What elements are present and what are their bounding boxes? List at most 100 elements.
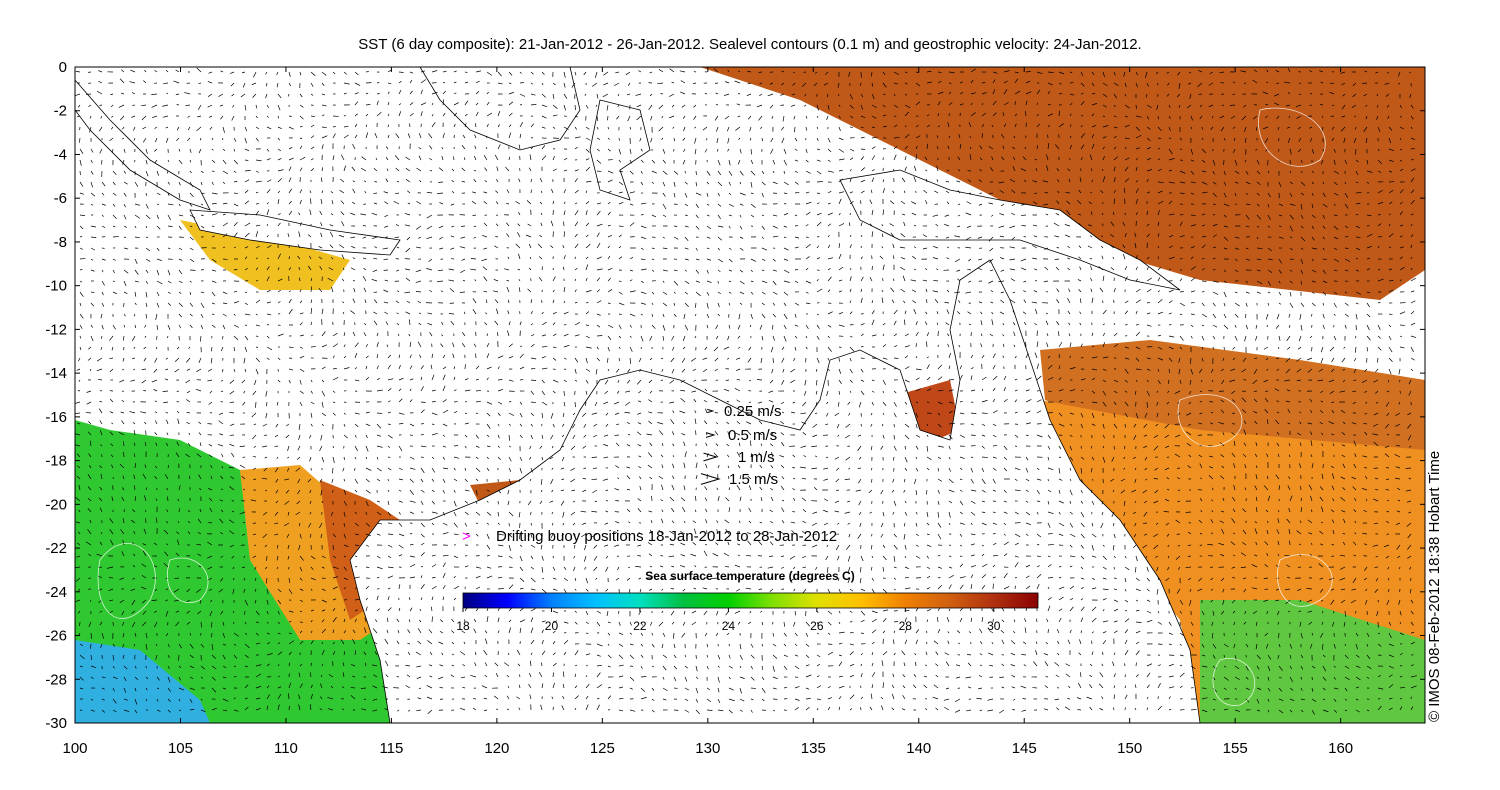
velocity-arrow xyxy=(981,354,985,359)
velocity-arrow xyxy=(662,324,666,331)
velocity-arrow xyxy=(530,82,533,85)
velocity-arrow xyxy=(464,401,468,403)
velocity-arrow xyxy=(662,170,668,175)
velocity-arrow xyxy=(145,148,148,154)
velocity-arrow xyxy=(239,445,246,448)
velocity-arrow xyxy=(1285,400,1291,403)
velocity-arrow xyxy=(1067,297,1071,304)
velocity-arrow xyxy=(364,191,367,194)
velocity-arrow xyxy=(1089,154,1093,161)
velocity-arrow xyxy=(1242,453,1247,458)
velocity-arrow xyxy=(880,445,884,450)
velocity-arrow xyxy=(904,500,907,504)
velocity-arrow xyxy=(661,484,664,491)
velocity-arrow xyxy=(222,137,224,141)
velocity-arrow xyxy=(222,291,228,295)
velocity-arrow xyxy=(99,429,103,436)
velocity-arrow xyxy=(475,80,480,84)
velocity-arrow xyxy=(222,313,227,317)
velocity-arrow xyxy=(1036,341,1039,348)
velocity-arrow xyxy=(734,80,741,84)
velocity-arrow xyxy=(90,192,96,197)
velocity-arrow xyxy=(968,323,972,326)
velocity-arrow xyxy=(173,80,180,84)
velocity-arrow xyxy=(222,159,227,165)
velocity-arrow xyxy=(329,231,334,238)
velocity-arrow xyxy=(979,157,983,161)
velocity-arrow xyxy=(473,225,477,228)
velocity-arrow xyxy=(211,213,218,216)
velocity-arrow xyxy=(1179,258,1183,260)
velocity-arrow xyxy=(1388,126,1393,131)
velocity-arrow xyxy=(541,321,547,326)
velocity-arrow xyxy=(1233,137,1236,141)
velocity-arrow xyxy=(618,234,622,238)
velocity-arrow xyxy=(881,289,884,293)
velocity-arrow xyxy=(618,170,624,173)
velocity-arrow xyxy=(266,115,269,118)
velocity-arrow xyxy=(1110,234,1115,238)
velocity-arrow xyxy=(992,79,996,84)
velocity-arrow xyxy=(585,243,591,249)
velocity-arrow xyxy=(332,401,336,404)
velocity-arrow xyxy=(758,71,763,73)
velocity-arrow xyxy=(109,431,114,436)
velocity-arrow xyxy=(959,412,965,415)
velocity-arrow xyxy=(1352,93,1357,98)
velocity-arrow xyxy=(233,368,236,373)
velocity-arrow xyxy=(1245,203,1251,205)
velocity-arrow xyxy=(328,267,334,271)
velocity-arrow xyxy=(988,192,994,195)
velocity-arrow xyxy=(1410,177,1415,183)
velocity-arrow xyxy=(242,401,246,406)
velocity-arrow xyxy=(957,169,961,172)
velocity-arrow xyxy=(945,181,950,183)
velocity-arrow xyxy=(1033,235,1038,238)
velocity-arrow xyxy=(189,225,193,227)
velocity-arrow xyxy=(662,280,665,283)
velocity-arrow xyxy=(220,488,224,491)
velocity-arrow xyxy=(717,496,720,502)
velocity-arrow xyxy=(637,422,642,425)
velocity-arrow xyxy=(167,302,172,306)
velocity-arrow xyxy=(178,485,181,491)
velocity-arrow xyxy=(954,291,961,294)
velocity-arrow xyxy=(662,269,668,272)
velocity-arrow xyxy=(189,148,192,153)
velocity-arrow xyxy=(1176,93,1181,98)
velocity-arrow xyxy=(582,477,587,480)
velocity-arrow xyxy=(1135,188,1139,194)
velocity-arrow xyxy=(739,291,745,295)
velocity-arrow xyxy=(332,445,334,449)
velocity-arrow xyxy=(299,401,303,407)
velocity-arrow xyxy=(363,287,367,293)
velocity-arrow xyxy=(750,181,753,188)
velocity-arrow xyxy=(497,401,503,405)
velocity-arrow xyxy=(758,452,763,458)
velocity-arrow xyxy=(694,302,697,308)
velocity-arrow xyxy=(680,379,686,383)
velocity-arrow xyxy=(966,225,972,228)
velocity-arrow xyxy=(363,267,367,271)
velocity-arrow xyxy=(816,335,820,340)
velocity-arrow xyxy=(1080,133,1086,139)
velocity-arrow xyxy=(517,232,521,238)
velocity-arrow xyxy=(780,420,785,425)
velocity-arrow xyxy=(96,90,103,95)
velocity-arrow xyxy=(1212,280,1219,283)
velocity-arrow xyxy=(992,112,997,117)
velocity-arrow xyxy=(926,364,930,370)
velocity-arrow xyxy=(1047,113,1054,117)
velocity-arrow xyxy=(309,209,312,216)
velocity-arrow xyxy=(1300,225,1304,229)
velocity-arrow xyxy=(838,137,844,141)
velocity-arrow xyxy=(1111,456,1115,462)
velocity-arrow xyxy=(563,286,566,293)
velocity-arrow xyxy=(526,200,532,205)
velocity-arrow xyxy=(255,245,260,249)
velocity-arrow xyxy=(1167,488,1170,491)
velocity-arrow xyxy=(759,464,763,469)
velocity-arrow xyxy=(79,159,82,166)
velocity-arrow xyxy=(998,181,1005,184)
velocity-arrow xyxy=(1333,192,1339,196)
